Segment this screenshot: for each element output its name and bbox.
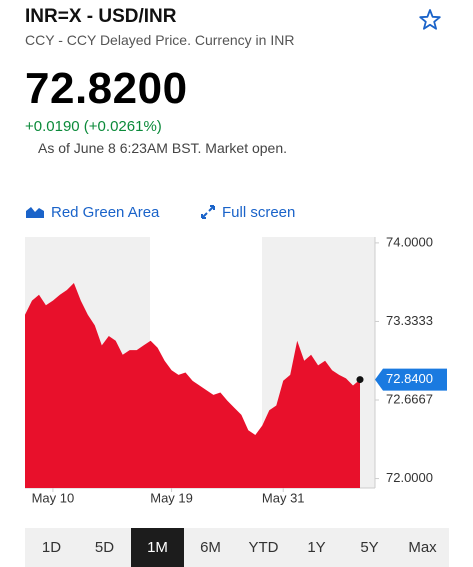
range-button[interactable]: YTD xyxy=(248,539,279,556)
as-of: As of June 8 6:23AM BST. Market open. xyxy=(38,140,288,156)
subtitle: CCY - CCY Delayed Price. Currency in INR xyxy=(25,32,295,48)
title: INR=X - USD/INR xyxy=(25,6,177,27)
full-screen-button[interactable]: Full screen xyxy=(222,204,296,221)
last-price-label: 72.8400 xyxy=(386,371,433,386)
price-area xyxy=(25,283,360,488)
range-button[interactable]: 5D xyxy=(94,539,115,556)
range-button[interactable]: 1M xyxy=(131,528,184,567)
price: 72.8200 xyxy=(25,64,188,113)
x-tick-label: May 31 xyxy=(262,490,305,505)
full-screen-icon xyxy=(201,205,215,219)
range-button[interactable]: 5Y xyxy=(360,539,379,556)
x-tick-label: May 10 xyxy=(32,490,75,505)
range-button[interactable]: 1Y xyxy=(307,539,326,556)
watchlist-star[interactable] xyxy=(418,8,442,32)
range-button[interactable]: Max xyxy=(408,539,437,556)
y-tick-label: 72.0000 xyxy=(386,470,433,485)
x-tick-label: May 19 xyxy=(150,490,193,505)
price-change: +0.0190 (+0.0261%) xyxy=(25,118,162,135)
range-selector: 1D 5D 1M 6M YTD 1Y 5Y Max xyxy=(25,528,449,567)
y-tick-label: 73.3333 xyxy=(386,313,433,328)
last-price-dot xyxy=(356,376,364,384)
chart: 74.0000 73.3333 72.6667 72.0000 May 10 May 19… xyxy=(25,234,447,505)
range-button[interactable]: 6M xyxy=(200,539,221,556)
chart-style-icon xyxy=(26,207,44,218)
last-price-tag xyxy=(375,368,447,391)
y-tick-label: 74.0000 xyxy=(386,234,433,249)
chart-style-button[interactable]: Red Green Area xyxy=(51,204,160,221)
range-button[interactable]: 1D xyxy=(41,539,62,556)
y-tick-label: 72.6667 xyxy=(386,391,433,406)
